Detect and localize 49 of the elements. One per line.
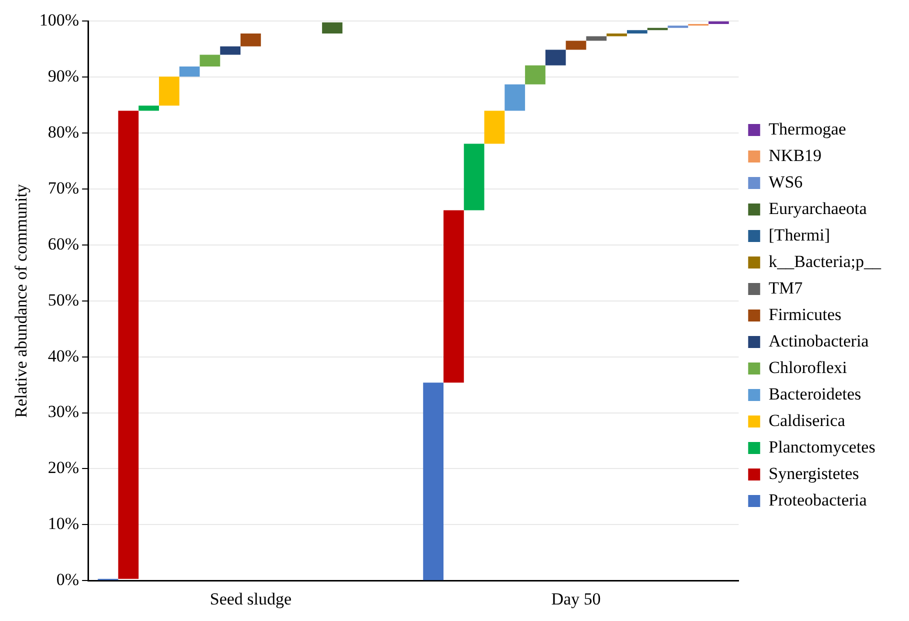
legend-label: Euryarchaeota (768, 198, 868, 218)
legend-label: WS6 (768, 172, 803, 192)
bar (423, 382, 444, 580)
bar (484, 110, 505, 144)
bar (545, 50, 566, 66)
legend-label: Firmicutes (768, 304, 842, 324)
bar (200, 54, 220, 67)
bar (626, 30, 648, 34)
bar (708, 21, 729, 24)
bar (586, 36, 607, 41)
legend-label: Bacteroidetes (768, 384, 862, 404)
legend-label: Caldiserica (768, 410, 846, 430)
bar (504, 84, 526, 111)
y-tick-label: 100% (39, 10, 80, 30)
bar (525, 65, 546, 84)
bar (179, 66, 200, 77)
legend-label: Actinobacteria (768, 331, 870, 350)
legend-label: Thermogae (768, 119, 846, 138)
x-tick-label: Day 50 (551, 589, 601, 608)
bar (118, 110, 139, 579)
y-tick-label: 60% (48, 234, 80, 254)
bar (322, 22, 342, 34)
legend-label: Synergistetes (768, 464, 860, 483)
y-tick-label: 30% (48, 402, 80, 422)
legend-label: k__Bacteria;p__ (768, 252, 882, 271)
x-tick-label: Seed sludge (210, 589, 292, 608)
y-tick-label: 10% (48, 514, 80, 534)
legend-label: NKB19 (768, 146, 822, 165)
bar (566, 40, 586, 50)
legend-label: Chloroflexi (768, 358, 848, 377)
bar (464, 144, 484, 210)
legend-label: Proteobacteria (768, 490, 868, 510)
y-tick-label: 90% (48, 66, 80, 86)
bar (220, 46, 241, 55)
bar (444, 210, 464, 383)
y-tick-label: 0% (56, 570, 80, 590)
y-tick-label: 20% (48, 458, 80, 478)
legend-label: TM7 (768, 278, 804, 298)
legend-label: Planctomycetes (768, 437, 876, 456)
y-tick-label: 80% (48, 122, 80, 142)
y-axis-title: Relative abundance of community (12, 184, 31, 418)
y-tick-label: 50% (48, 290, 80, 310)
bar (240, 34, 261, 46)
bar (606, 34, 627, 36)
bar (138, 106, 159, 111)
y-tick-label: 70% (48, 178, 80, 198)
bar (158, 76, 180, 106)
legend-label: [Thermi] (768, 225, 830, 244)
y-tick-label: 40% (48, 346, 80, 366)
